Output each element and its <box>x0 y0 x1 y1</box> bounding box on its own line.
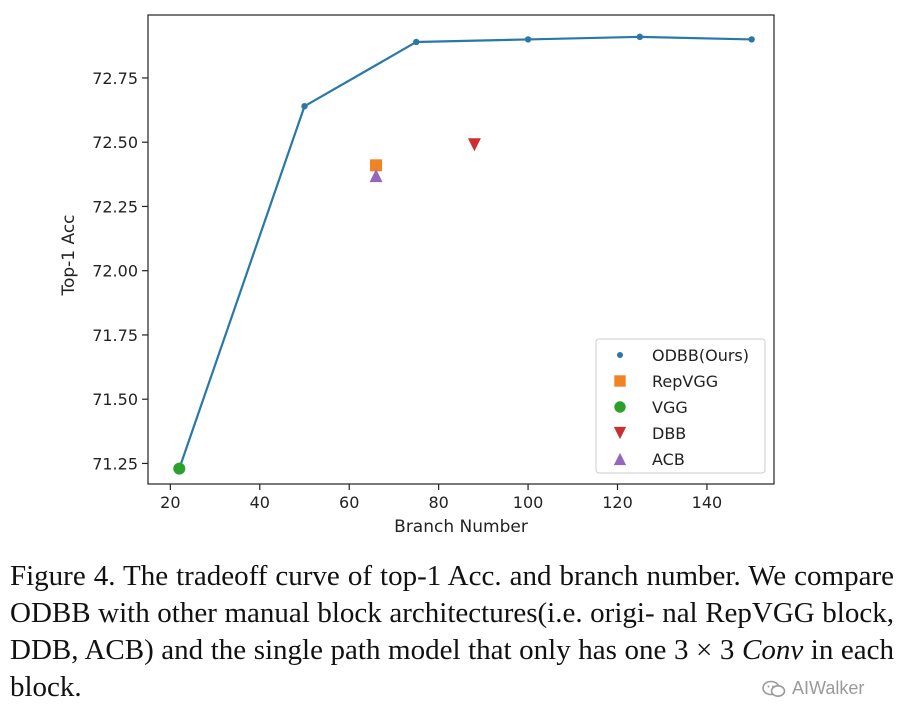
x-tick-label: 100 <box>513 493 544 512</box>
series-line-odbb-ours <box>178 35 752 469</box>
point-vgg <box>173 462 186 475</box>
legend-box <box>595 338 766 474</box>
caption-line-1: Figure 4. The tradeoff curve of top-1 Ac… <box>10 560 787 592</box>
point-dbb <box>467 138 481 152</box>
legend-marker-repvgg <box>614 375 626 387</box>
x-tick-label: 80 <box>428 493 448 512</box>
y-tick-label: 72.00 <box>92 262 138 281</box>
y-tick-label: 72.75 <box>92 69 138 88</box>
plot-area <box>147 14 775 485</box>
legend-label-acb: ACB <box>652 450 685 469</box>
point-odbb-ours <box>636 33 644 41</box>
figure-caption: Figure 4. The tradeoff curve of top-1 Ac… <box>10 558 894 706</box>
legend-marker-vgg <box>614 401 626 413</box>
y-tick-label: 72.50 <box>92 133 138 152</box>
legend-label-vgg: VGG <box>652 398 688 417</box>
caption-math-conv: Conv <box>742 634 804 666</box>
point-odbb-ours <box>301 103 308 110</box>
data-series <box>173 33 755 475</box>
caption-line-4-prefix: only has one <box>519 634 674 666</box>
caption-math-dimension: 3 × 3 <box>673 634 735 666</box>
y-axis-label: Top-1 Acc <box>59 214 79 296</box>
watermark: AIWalker <box>762 678 864 699</box>
x-tick-label: 40 <box>250 493 270 512</box>
legend-label-dbb: DBB <box>652 424 686 443</box>
x-tick-label: 120 <box>602 493 633 512</box>
legend-marker-odbb-ours <box>616 351 624 359</box>
axis-ticks: 20 40 60 80 100 120 140 71.25 71.50 71.75 72.00 72.… <box>92 69 722 512</box>
point-odbb-ours <box>413 38 420 46</box>
x-tick-label: 60 <box>339 493 359 512</box>
x-tick-label: 140 <box>692 493 723 512</box>
x-tick-label: 20 <box>160 493 180 512</box>
y-tick-label: 71.50 <box>92 390 138 409</box>
legend-marker-acb <box>613 452 627 466</box>
caption-line-2: compare ODBB with other manual block arc… <box>10 560 894 629</box>
legend-marker-dbb <box>613 426 627 440</box>
legend-label-odbb-ours: ODBB(Ours) <box>652 346 749 365</box>
watermark-text: AIWalker <box>792 678 865 698</box>
y-tick-label: 72.25 <box>92 197 138 216</box>
legend-label-repvgg: RepVGG <box>652 372 718 391</box>
legend: ODBB(Ours) RepVGG VGG DBB ACB <box>595 338 766 474</box>
y-tick-label: 71.25 <box>92 454 138 473</box>
plot-frame <box>147 14 775 485</box>
chart: 20 40 60 80 100 120 140 71.25 71.50 71.75 72.00 72.… <box>59 14 775 537</box>
caption-line-4-suffix: in each block. <box>10 634 895 703</box>
point-odbb-ours <box>524 36 532 43</box>
point-acb <box>369 169 383 183</box>
wechat-icon <box>762 680 786 697</box>
x-axis-label: Branch Number <box>394 517 528 537</box>
y-tick-label: 71.75 <box>92 326 138 345</box>
point-odbb-ours <box>748 36 755 43</box>
point-repvgg <box>370 159 383 172</box>
caption-line-3: nal RepVGG block, DDB, ACB) and the sing… <box>10 597 894 666</box>
